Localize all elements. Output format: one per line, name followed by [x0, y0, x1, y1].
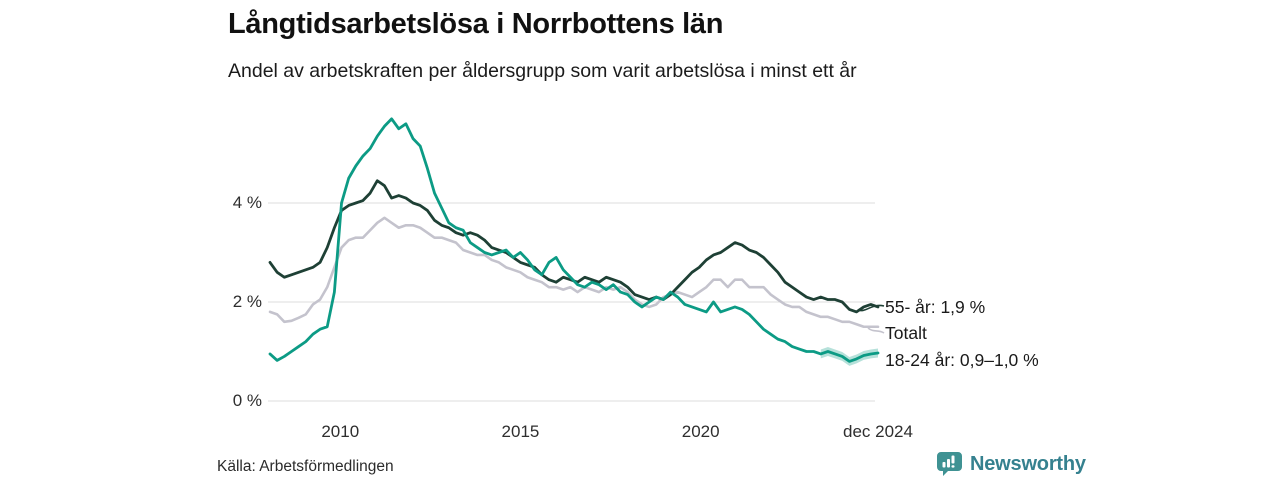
- source-note: Källa: Arbetsförmedlingen: [217, 458, 394, 475]
- y-tick-4: 4 %: [232, 193, 262, 212]
- brand-logo: Newsworthy: [936, 451, 1086, 477]
- chart-subtitle: Andel av arbetskraften per åldersgrupp s…: [228, 60, 857, 82]
- end-label-totalt: Totalt: [885, 323, 927, 343]
- x-tick-dec2024: dec 2024: [843, 422, 913, 441]
- y-tick-2: 2 %: [232, 292, 262, 311]
- confidence-band-18-24: [820, 347, 878, 366]
- leader-line-totalt: [867, 327, 885, 334]
- brand-name: Newsworthy: [970, 452, 1086, 475]
- end-label-18-24: 18-24 år: 0,9–1,0 %: [885, 350, 1039, 370]
- newsworthy-badge-icon: [937, 452, 962, 476]
- y-tick-0: 0 %: [232, 391, 262, 410]
- end-label-55plus: 55- år: 1,9 %: [885, 297, 986, 317]
- chart-title: Långtidsarbetslösa i Norrbottens län: [228, 8, 724, 40]
- leader-line-55plus: [857, 304, 885, 312]
- x-tick-2010: 2010: [321, 422, 360, 441]
- series-line-55plus: [268, 179, 880, 314]
- series-line-totalt: [268, 216, 880, 329]
- x-tick-2020: 2020: [681, 422, 720, 441]
- x-tick-2015: 2015: [501, 422, 540, 441]
- series-line-18-24: [268, 117, 880, 363]
